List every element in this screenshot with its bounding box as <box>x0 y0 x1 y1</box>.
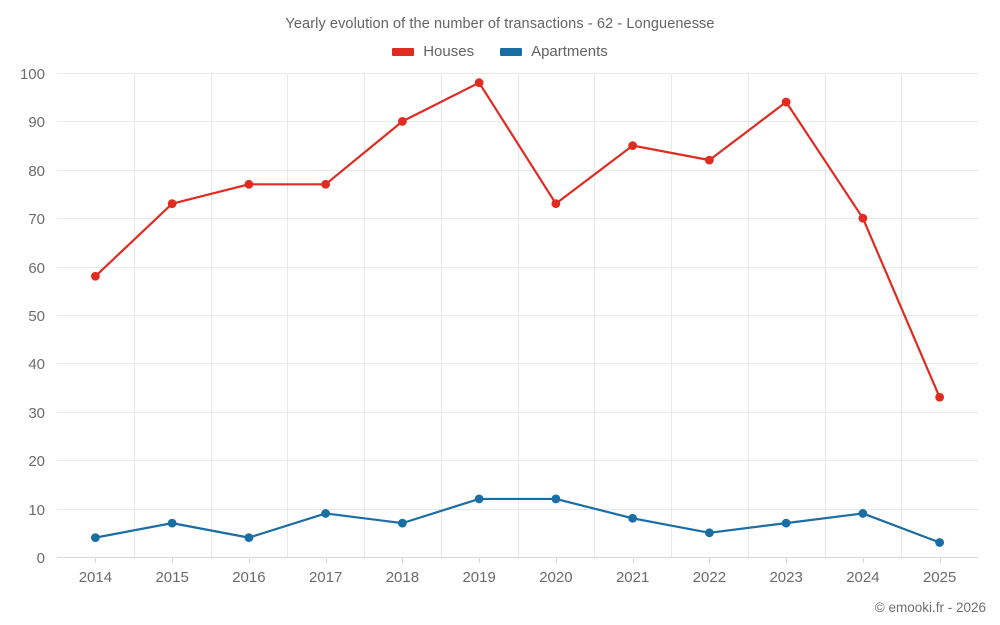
x-axis-tick-label: 2023 <box>769 569 802 586</box>
data-point-houses-2022[interactable] <box>704 155 714 165</box>
data-point-houses-2021[interactable] <box>628 141 638 151</box>
y-axis-tick-label: 30 <box>28 405 45 422</box>
data-point-houses-2014[interactable] <box>90 271 100 281</box>
y-axis-tick-label: 80 <box>28 163 45 180</box>
legend-label-houses: Houses <box>423 43 475 60</box>
legend-label-apartments: Apartments <box>531 43 608 60</box>
legend-swatch-houses <box>392 47 415 56</box>
data-point-houses-2025[interactable] <box>935 392 945 402</box>
series-line-houses <box>94 81 941 399</box>
data-point-apartments-2017[interactable] <box>321 509 331 518</box>
y-axis-tick-label: 60 <box>28 260 45 277</box>
chart-legend: Houses Apartments <box>0 44 1000 59</box>
x-axis-tick-label: 2014 <box>79 569 112 586</box>
y-axis-tick-label: 90 <box>28 114 45 131</box>
x-axis-tick-label: 2025 <box>923 569 956 586</box>
data-point-apartments-2021[interactable] <box>628 513 638 523</box>
x-axis-tick-label: 2019 <box>462 569 495 586</box>
y-axis-tick-label: 10 <box>28 502 45 519</box>
data-point-houses-2024[interactable] <box>858 213 868 223</box>
data-point-houses-2018[interactable] <box>397 117 407 126</box>
x-axis-tick-label: 2016 <box>232 569 265 586</box>
x-axis-tick-label: 2017 <box>309 569 342 586</box>
y-axis-tick-label: 0 <box>37 550 45 567</box>
data-point-apartments-2018[interactable] <box>397 518 407 528</box>
data-point-apartments-2023[interactable] <box>781 518 791 528</box>
data-point-apartments-2024[interactable] <box>858 509 868 518</box>
x-axis-tick-label: 2022 <box>693 569 726 586</box>
y-axis-tick-label: 100 <box>20 66 45 83</box>
x-axis-tick-label: 2021 <box>616 569 649 586</box>
data-point-houses-2016[interactable] <box>244 179 254 189</box>
data-point-apartments-2020[interactable] <box>551 494 561 504</box>
data-point-apartments-2016[interactable] <box>244 533 254 543</box>
data-point-houses-2019[interactable] <box>474 78 484 88</box>
data-point-houses-2020[interactable] <box>551 199 561 209</box>
y-axis-tick-label: 50 <box>28 308 45 325</box>
data-point-apartments-2019[interactable] <box>474 494 484 504</box>
y-axis-tick-label: 70 <box>28 211 45 228</box>
y-axis-tick-label: 20 <box>28 453 45 470</box>
credit-text: © emooki.fr - 2026 <box>874 600 986 615</box>
x-axis-tick-label: 2018 <box>386 569 419 586</box>
data-point-apartments-2015[interactable] <box>167 518 177 528</box>
x-axis-tick-label: 2024 <box>846 569 879 586</box>
legend-item-houses[interactable]: Houses <box>392 44 474 59</box>
y-axis-tick-label: 40 <box>28 356 45 373</box>
legend-item-apartments[interactable]: Apartments <box>500 44 608 59</box>
x-axis-tick-label: 2020 <box>539 569 572 586</box>
data-point-houses-2017[interactable] <box>321 179 331 189</box>
data-point-houses-2023[interactable] <box>781 97 791 107</box>
data-point-apartments-2022[interactable] <box>704 528 714 538</box>
data-point-houses-2015[interactable] <box>167 199 177 209</box>
data-point-apartments-2025[interactable] <box>935 538 945 547</box>
series-line-apartments <box>94 497 941 544</box>
legend-swatch-apartments <box>500 47 523 56</box>
data-point-apartments-2014[interactable] <box>90 533 100 543</box>
x-axis-tick-label: 2015 <box>155 569 188 586</box>
chart-title: Yearly evolution of the number of transa… <box>285 16 715 32</box>
